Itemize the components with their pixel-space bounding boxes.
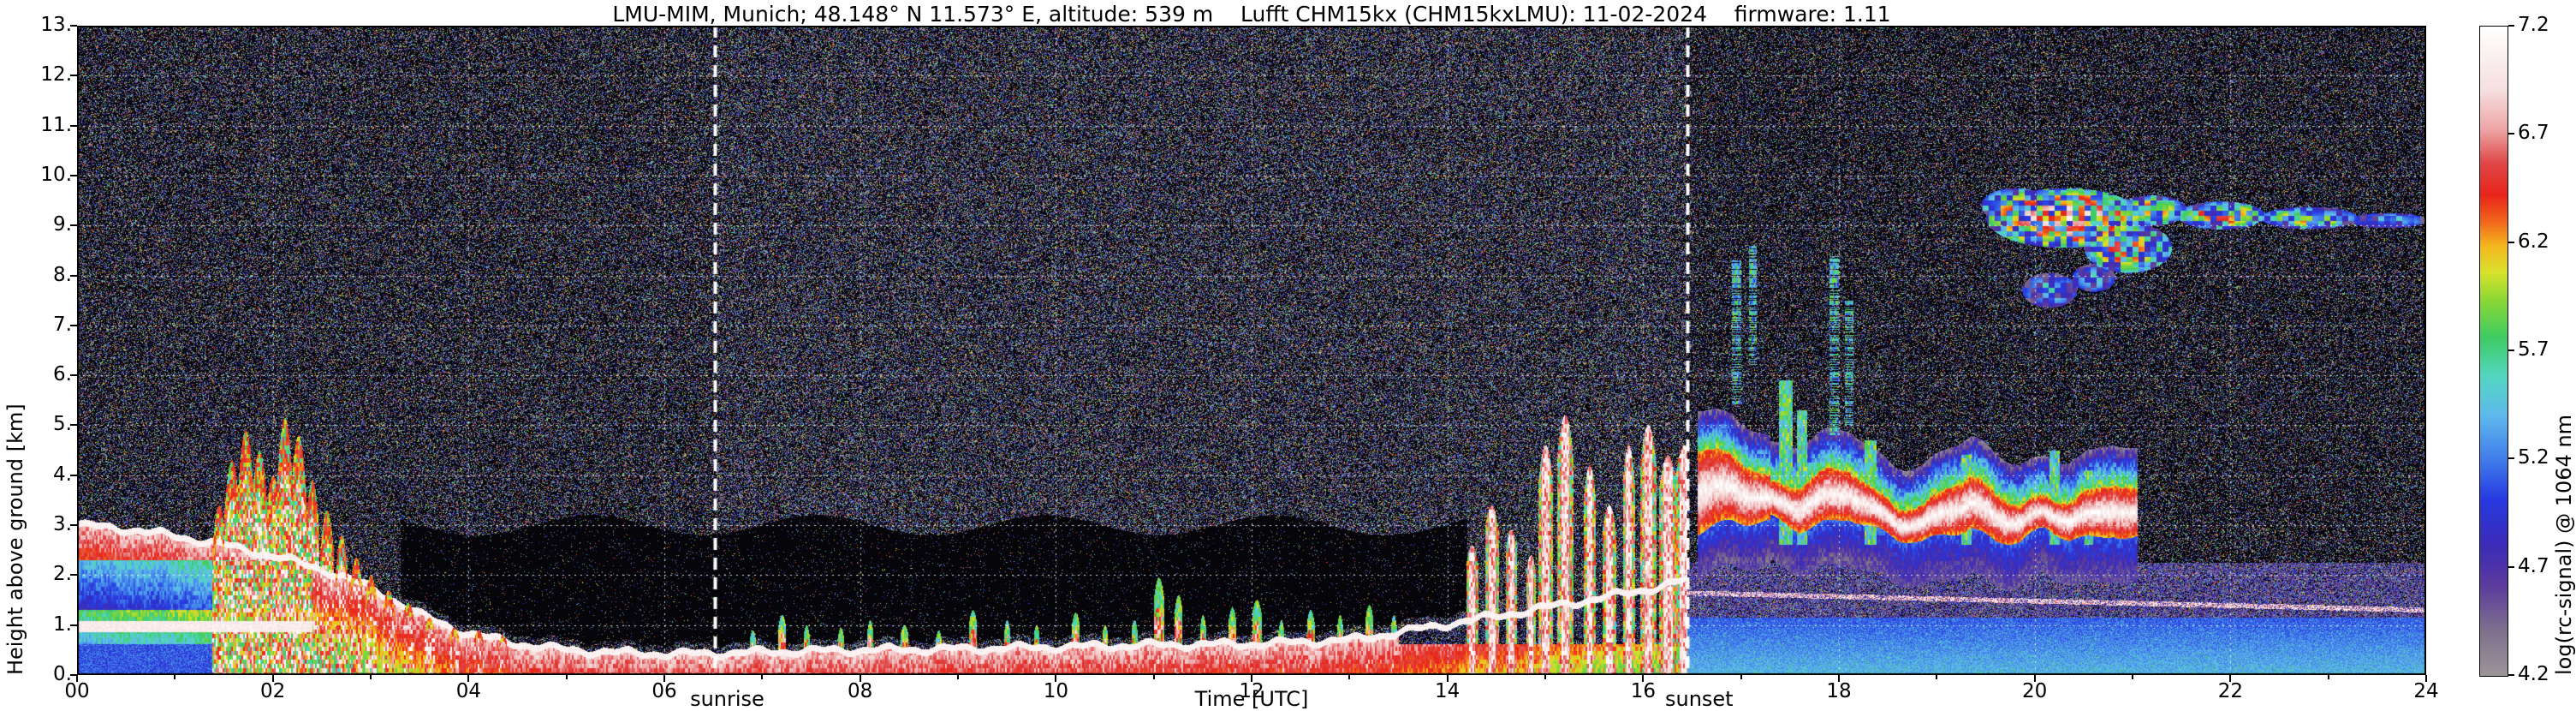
y-tick [70,624,77,626]
y-tick-label: 9. [53,213,72,236]
x-tick-label: 04 [455,680,481,702]
y-tick-label: 0. [53,663,72,685]
y-tick-label: 6. [53,363,72,386]
x-tick [467,675,470,682]
x-tick-label: 24 [2413,680,2439,702]
x-tick-label: 14 [1435,680,1461,702]
x-tick [1446,675,1449,682]
colorbar-tick-label: 5.2 [2518,446,2549,469]
y-tick [70,524,77,527]
y-tick [70,224,77,227]
x-tick-label: 18 [1826,680,1852,702]
y-tick-label: 10. [40,163,72,186]
x-tick-label: 20 [2022,680,2048,702]
x-tick-label: 06 [651,680,677,702]
x-tick [859,675,861,682]
y-tick [70,274,77,277]
x-axis-label: Time [UTC] [1194,687,1309,711]
y-axis-label: Height above ground [km] [3,403,27,675]
x-tick-label: 00 [64,680,90,702]
y-tick [70,124,77,127]
colorbar-tick [2508,565,2514,568]
y-tick-label: 7. [53,313,72,336]
y-tick-label: 3. [53,513,72,536]
heatmap-plot [77,26,2426,675]
x-tick [1642,675,1645,682]
x-minor-tick [957,675,959,679]
colorbar-tick [2508,25,2514,27]
x-tick [1251,675,1252,682]
x-tick [2033,675,2036,682]
x-tick-label: 08 [848,680,873,702]
y-tick [70,424,77,427]
colorbar-label: log(rc-signal) @ 1064 nm [2552,414,2576,675]
y-tick [70,174,77,176]
x-minor-tick [1936,675,1938,679]
x-tick [76,675,78,682]
x-tick-label: 22 [2217,680,2243,702]
x-tick-label: 16 [1630,680,1656,702]
y-tick-label: 11. [40,113,72,136]
y-tick [70,374,77,377]
x-minor-tick [370,675,372,679]
x-tick [271,675,274,682]
x-tick [1055,675,1057,682]
x-tick [1838,675,1840,682]
y-tick [70,75,77,77]
x-tick-label: 12 [1239,680,1264,702]
x-minor-tick [1740,675,1742,679]
colorbar-tick-label: 6.7 [2518,122,2549,145]
y-tick-label: 1. [53,612,72,636]
sunset-annotation: sunset [1664,687,1734,711]
y-tick-label: 12. [40,63,72,87]
colorbar-tick [2508,350,2514,351]
x-tick [2425,675,2427,682]
x-tick [663,675,665,682]
colorbar-tick [2508,133,2514,135]
y-tick-label: 5. [53,413,72,436]
colorbar-tick [2508,457,2514,460]
colorbar-tick-label: 6.2 [2518,230,2549,253]
y-tick-label: 8. [53,263,72,286]
x-minor-tick [761,675,764,679]
x-minor-tick [2327,675,2329,679]
y-tick [70,474,77,476]
colorbar [2479,26,2508,677]
colorbar-tick-label: 4.7 [2518,554,2549,577]
x-minor-tick [1544,675,1546,679]
x-tick-label: 10 [1043,680,1068,702]
x-tick-label: 02 [260,680,286,702]
y-tick [70,25,77,27]
x-minor-tick [174,675,176,679]
colorbar-tick [2508,674,2514,676]
y-tick-label: 13. [40,14,72,36]
y-tick-label: 4. [53,463,72,486]
x-minor-tick [1152,675,1155,679]
x-tick [2229,675,2232,682]
x-minor-tick [565,675,568,679]
colorbar-tick [2508,241,2514,243]
colorbar-tick-label: 4.2 [2518,663,2549,685]
colorbar-tick-label: 5.7 [2518,338,2549,361]
x-minor-tick [1348,675,1351,679]
y-tick [70,324,77,326]
colorbar-tick-label: 7.2 [2518,14,2549,36]
x-minor-tick [2132,675,2133,679]
sunrise-annotation: sunrise [690,687,764,711]
y-tick [70,574,77,577]
y-tick-label: 2. [53,563,72,586]
chart-title: LMU-MIM, Munich; 48.148° N 11.573° E, al… [612,2,1891,27]
y-tick [70,674,77,676]
